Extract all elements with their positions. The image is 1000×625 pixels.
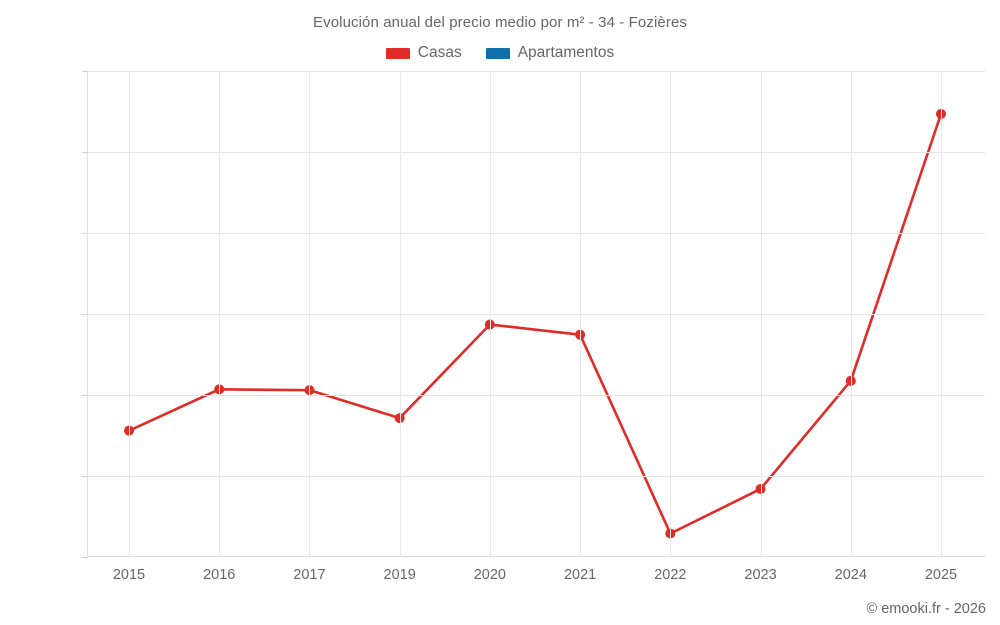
gridline-horizontal xyxy=(88,233,985,234)
legend-swatch-icon-casas xyxy=(385,47,410,59)
gridline-vertical xyxy=(129,71,130,557)
x-axis-label: 2016 xyxy=(203,567,236,583)
gridline-vertical xyxy=(941,71,942,557)
legend-item-apartamentos[interactable]: Apartamentos xyxy=(485,44,615,62)
x-axis-label: 2015 xyxy=(112,567,146,583)
chart-legend: Casas Apartamentos xyxy=(0,44,1000,62)
y-axis-tick xyxy=(82,71,88,72)
gridline-horizontal xyxy=(88,314,985,315)
gridline-horizontal xyxy=(88,395,985,396)
gridline-vertical xyxy=(580,71,582,557)
gridline-vertical xyxy=(489,71,491,557)
y-axis-tick xyxy=(82,152,88,153)
x-axis-label: 2020 xyxy=(473,567,507,583)
gridline-vertical xyxy=(309,71,311,557)
gridline-horizontal xyxy=(88,71,985,72)
x-axis-label: 2024 xyxy=(834,567,867,583)
gridline-vertical xyxy=(850,71,852,557)
gridline-vertical xyxy=(399,71,401,557)
x-axis-label: 2022 xyxy=(654,567,687,583)
series-line-casas xyxy=(127,112,943,535)
y-axis-tick xyxy=(82,395,88,396)
chart-title: Evolución anual del precio medio por m² … xyxy=(312,14,687,31)
gridline-vertical xyxy=(670,71,672,557)
plot-area: 0 €1 000 €2 000 €3 000 €4 000 €5 000 €6 … xyxy=(82,71,985,583)
footer-credit: © emooki.fr - 2026 xyxy=(866,601,986,617)
legend-item-casas[interactable]: Casas xyxy=(385,44,462,62)
legend-label-casas: Casas xyxy=(417,44,462,61)
gridline-horizontal xyxy=(88,476,985,477)
x-axis-label: 2019 xyxy=(383,567,416,583)
y-axis-tick xyxy=(82,233,88,234)
gridline-vertical xyxy=(760,71,762,557)
legend-swatch-icon-apartamentos xyxy=(485,47,510,59)
x-axis-label: 2025 xyxy=(924,567,958,583)
x-axis-label: 2017 xyxy=(293,567,326,583)
gridline-vertical xyxy=(219,71,221,557)
y-axis-tick xyxy=(82,476,88,477)
x-axis-baseline xyxy=(88,556,985,557)
gridline-horizontal xyxy=(88,152,985,153)
y-axis-tick xyxy=(82,557,88,558)
x-axis-label: 2023 xyxy=(744,567,777,583)
y-axis-tick xyxy=(82,314,88,315)
x-axis-label: 2021 xyxy=(563,567,597,583)
legend-label-apartamentos: Apartamentos xyxy=(517,44,615,61)
